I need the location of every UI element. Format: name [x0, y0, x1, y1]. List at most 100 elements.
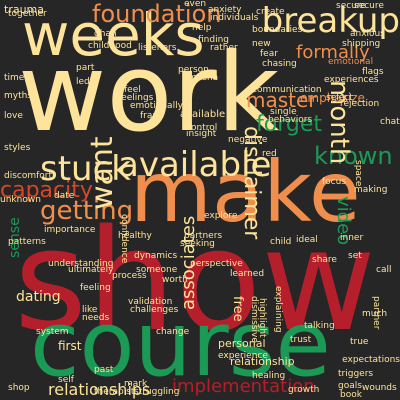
word-wounds: wounds — [362, 383, 397, 393]
word-finding: finding — [198, 35, 230, 45]
word-weeks: weeks — [22, 1, 205, 69]
word-dhan: dhan — [94, 29, 117, 39]
word-chat: chat — [380, 117, 400, 127]
word-dismissive: dismissive — [249, 296, 259, 343]
word-process: process — [112, 271, 147, 281]
word-personal: personal — [218, 337, 266, 350]
word-dating: dating — [16, 289, 61, 305]
word-help: help — [192, 23, 212, 33]
word-validation: validation — [128, 297, 173, 307]
word-relationship: relationship — [230, 355, 295, 368]
word-inner: inner — [340, 233, 364, 243]
word-needs: needs — [82, 313, 110, 323]
word-forget: forget — [256, 112, 322, 137]
word-rather: rather — [210, 43, 238, 53]
word-true: true — [350, 337, 369, 347]
word-someone: someone — [136, 265, 178, 275]
word-create: create — [256, 7, 285, 17]
word-importance: importance — [44, 225, 96, 235]
word-emotional: emotional — [328, 57, 374, 67]
word-myths: myths — [4, 91, 33, 101]
word-experiences: experiences — [324, 75, 379, 85]
word-implementation: implementation — [172, 376, 315, 397]
word-struggling: struggling — [134, 387, 180, 397]
word-like: like — [82, 305, 98, 315]
word-making: making — [354, 185, 388, 195]
word-change: change — [156, 327, 190, 337]
word-patterns: patterns — [8, 237, 46, 247]
word-explaining: explaining — [273, 286, 283, 333]
word-ideal: ideal — [296, 235, 318, 245]
word-single: single — [270, 107, 297, 117]
word-individuals: individuals — [210, 13, 259, 23]
word-relationships: relationships — [48, 380, 151, 399]
word-fear: fear — [260, 49, 278, 59]
word-together: together — [8, 9, 47, 19]
word-childhood: childhood — [88, 41, 132, 51]
word-frank: frank — [140, 111, 164, 121]
word-shop: shop — [8, 383, 30, 393]
word-focus: focus — [322, 177, 347, 187]
word-emphasize: emphasize — [300, 91, 365, 105]
word-communication: communication — [252, 85, 322, 95]
word-unknown: unknown — [0, 195, 41, 205]
word-foundation: foundation — [92, 0, 222, 28]
word-much: much — [362, 309, 388, 319]
word-show: show — [14, 200, 376, 363]
word-available: available — [180, 109, 226, 120]
word-seeking: seeking — [180, 239, 215, 249]
word-explore: explore — [204, 211, 238, 221]
word-person: person — [178, 65, 209, 75]
word-first: first — [58, 339, 82, 353]
word-free: free — [230, 296, 245, 322]
word-anxiety: anxiety — [208, 5, 242, 15]
word-master: master — [246, 88, 317, 112]
word-anxious: anxious — [350, 29, 385, 39]
word-worth: worth — [162, 275, 188, 285]
word-healing: healing — [252, 371, 286, 381]
word-listeners: listeners — [138, 43, 177, 53]
word-challenges: challenges — [130, 305, 179, 315]
word-flags: flags — [362, 67, 384, 77]
word-past: past — [94, 365, 114, 375]
word-styles: styles — [4, 143, 31, 153]
word-dynamics: dynamics — [134, 251, 178, 261]
word-trust: trust — [290, 335, 312, 345]
word-want: want — [85, 136, 120, 210]
word-trauma: trauma — [4, 3, 45, 16]
word-masha: masha — [188, 73, 219, 83]
word-ultimately: ultimately — [68, 265, 114, 275]
word-boundaries: boundaries — [252, 25, 303, 35]
word-partner: partner — [371, 296, 381, 330]
word-partners: partners — [184, 231, 223, 241]
word-select: select — [326, 93, 353, 103]
word-learned: learned — [230, 269, 265, 279]
word-insight: insight — [186, 129, 217, 139]
word-capacity: capacity — [0, 178, 93, 203]
word-part: part — [76, 63, 95, 73]
word-self: self — [58, 375, 74, 385]
word-expectations: expectations — [342, 355, 400, 365]
word-behaviors: behaviors — [268, 115, 313, 125]
word-set: set — [348, 251, 362, 261]
word-stuck: stuck — [40, 149, 131, 189]
word-child: child — [270, 237, 292, 247]
word-red: red — [262, 149, 277, 159]
word-shipping: shipping — [342, 39, 381, 49]
word-space: space — [353, 160, 363, 187]
word-even: even — [184, 0, 207, 9]
word-available: available — [118, 145, 272, 185]
word-understanding: understanding — [48, 259, 114, 269]
word-negative: negative — [228, 135, 268, 145]
word-love: love — [4, 111, 23, 121]
word-secure: secure — [354, 1, 384, 11]
word-share: share — [312, 255, 337, 265]
word-discomfort: discomfort — [4, 171, 53, 181]
word-therapist: therapist — [94, 387, 135, 397]
word-experience: experience — [218, 351, 268, 361]
word-chasing: chasing — [262, 59, 297, 69]
word-breakup: breakup — [261, 1, 400, 41]
word-feel: feel — [124, 85, 141, 95]
word-led: led — [76, 77, 90, 87]
